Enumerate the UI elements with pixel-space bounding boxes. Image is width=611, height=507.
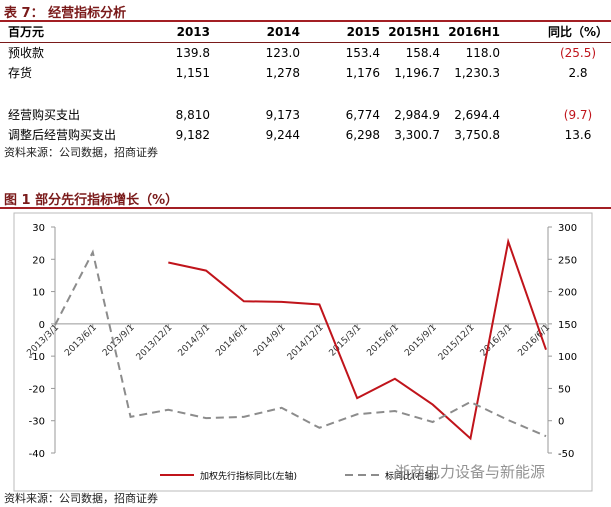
table-cell: 13.6	[564, 128, 592, 142]
table-cell: 8,810	[175, 108, 210, 122]
table-cell: 9,173	[265, 108, 300, 122]
table-cell: 存货	[8, 66, 33, 80]
x-tick-label: 2016/3/1	[479, 323, 515, 359]
chart-frame	[13, 212, 593, 492]
table-cell: 6,774	[345, 108, 380, 122]
x-tick-label: 2016/6/1	[516, 323, 552, 359]
table-cell: 2,694.4	[454, 108, 500, 122]
series-line	[168, 237, 547, 441]
table-cell: 118.0	[465, 46, 500, 60]
y2-tick-label: 150	[558, 320, 577, 331]
table-cell: 同比（%）	[547, 25, 609, 39]
table-cell: 经营购买支出	[8, 108, 81, 122]
x-tick-label: 2015/6/1	[365, 323, 401, 359]
chart: -40 -30 -20 -10 0 10 20 30 -50 0 50 100 150 200 250 300…	[13, 212, 593, 492]
table-title: 表 7： 经营指标分析	[4, 6, 127, 21]
y-tick-label: -30	[29, 417, 45, 428]
x-tick-label: 2015/12/1	[437, 323, 477, 363]
table-cell: 2015H1	[388, 25, 440, 39]
table-cell: 2015	[346, 25, 380, 39]
y2-tick-label: 200	[558, 288, 577, 299]
table-cell: 3,300.7	[394, 128, 440, 142]
legend-label: 加权先行指标同比(左轴)	[200, 470, 297, 482]
table-cell: 3,750.8	[454, 128, 500, 142]
x-tick-label: 2015/9/1	[403, 323, 439, 359]
table-cell: (25.5)	[559, 46, 597, 60]
table-cell: 1,176	[345, 66, 380, 80]
y-tick-label: 30	[32, 223, 45, 234]
y-tick-label: -40	[29, 449, 45, 460]
title-rule	[0, 20, 611, 22]
table-cell: (9.7)	[563, 108, 593, 122]
table-cell: 2014	[266, 25, 300, 39]
series-line	[54, 249, 547, 438]
table-cell: 139.8	[175, 46, 210, 60]
legend-label: 标同比(右轴)	[385, 470, 437, 482]
table-cell: 2,984.9	[394, 108, 440, 122]
table-cell: 1,278	[265, 66, 300, 80]
x-tick-label: 2013/12/1	[135, 323, 175, 363]
x-tick-label: 2014/9/1	[252, 323, 288, 359]
x-tick-label: 2014/3/1	[177, 323, 213, 359]
table-row: 存货 1,151 1,278 1,176 1,196.7 1,230.3 2.8	[0, 63, 611, 83]
y-tick-label: 20	[32, 255, 45, 266]
table-row: 预收款 139.8 123.0 153.4 158.4 118.0 (25.5)	[0, 43, 611, 63]
table-cell: 158.4	[405, 46, 440, 60]
y2-tick-label: 0	[558, 417, 564, 428]
x-tick-label: 2013/6/1	[63, 323, 99, 359]
x-tick-label: 2014/6/1	[214, 323, 250, 359]
y2-tick-label: 100	[558, 352, 577, 363]
x-tick-label: 2013/9/1	[101, 323, 137, 359]
table-cell: 1,151	[175, 66, 210, 80]
watermark: 浙商电力设备与新能源	[395, 463, 545, 481]
y-tick-label: -20	[29, 384, 45, 395]
y2-tick-label: 50	[558, 384, 571, 395]
table-cell: 9,182	[175, 128, 210, 142]
table-cell: 123.0	[265, 46, 300, 60]
table-cell: 153.4	[345, 46, 380, 60]
figure-title: 图 1 部分先行指标增长（%）	[4, 193, 179, 208]
table-cell: 2016H1	[448, 25, 500, 39]
y2-tick-label: 300	[558, 223, 577, 234]
table-cell: 6,298	[345, 128, 380, 142]
table-cell: 预收款	[8, 46, 45, 60]
y-tick-label: 10	[32, 288, 45, 299]
figure-rule	[0, 207, 611, 209]
table-cell: 9,244	[265, 128, 300, 142]
table-cell: 1,196.7	[394, 66, 440, 80]
y-tick-label: -10	[29, 352, 45, 363]
figure-source: 资料来源：公司数据，招商证券	[4, 492, 158, 505]
x-tick-label: 2014/12/1	[286, 323, 326, 363]
table-row: 调整后经营购买支出 9,182 9,244 6,298 3,300.7 3,750.8 13…	[0, 125, 611, 145]
table-row: 经营购买支出 8,810 9,173 6,774 2,984.9 2,694.4 (9.7)	[0, 105, 611, 125]
table-row: 百万元 2013 2014 2015 2015H1 2016H1 同比（%）	[0, 22, 611, 43]
table-cell: 2013	[176, 25, 210, 39]
table-cell: 2.8	[568, 66, 588, 80]
table: 百万元 2013 2014 2015 2015H1 2016H1 同比（%） 预收款 139.8…	[0, 22, 611, 145]
y2-tick-label: 250	[558, 255, 577, 266]
y-tick-label: 0	[39, 320, 45, 331]
table-source: 资料来源：公司数据，招商证券	[4, 146, 158, 159]
table-cell: 百万元	[8, 25, 45, 39]
table-cell: 1,230.3	[454, 66, 500, 80]
table-cell: 调整后经营购买支出	[8, 128, 117, 142]
y2-tick-label: -50	[558, 449, 574, 460]
